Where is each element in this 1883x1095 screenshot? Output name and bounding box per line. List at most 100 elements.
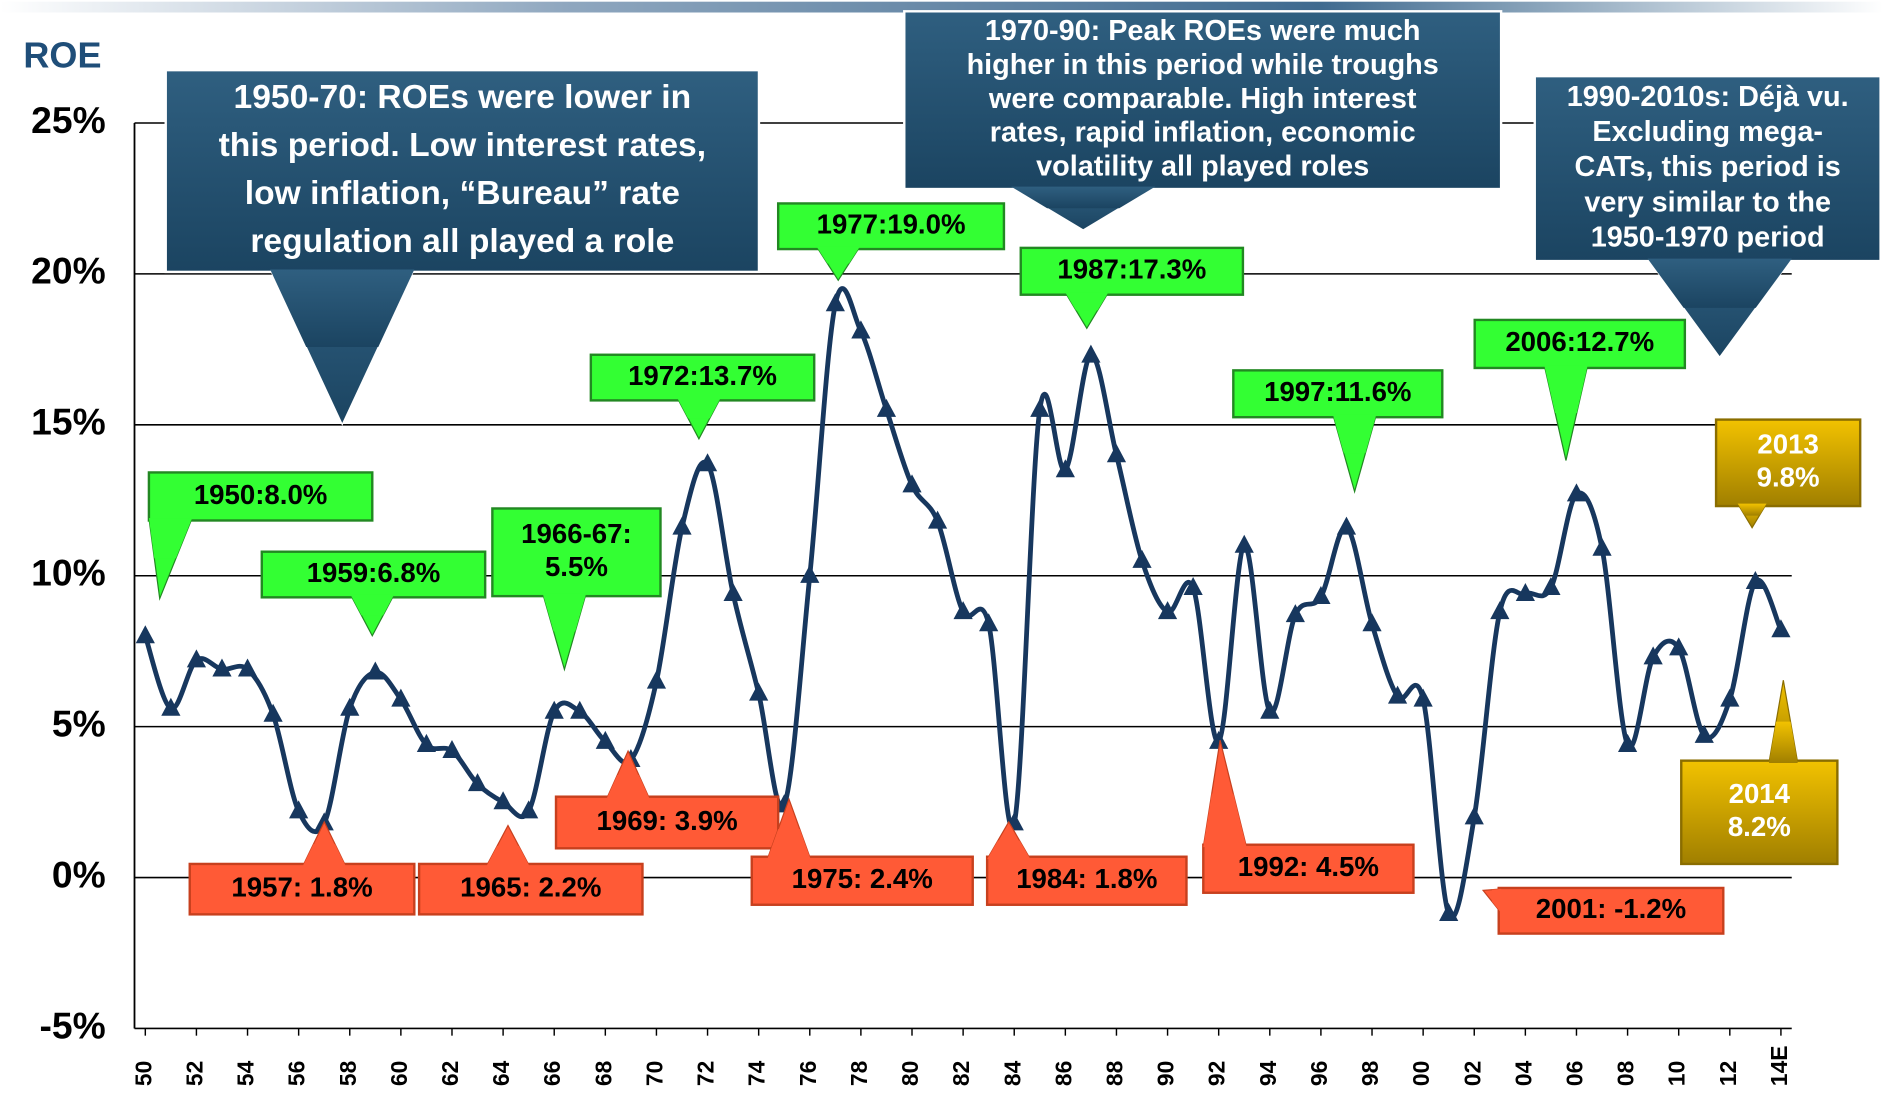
x-tick-label: 08 (1613, 1061, 1639, 1086)
data-point (1490, 601, 1510, 620)
note-text: rates, rapid inflation, economic (990, 117, 1416, 149)
trough-label-box (985, 855, 1188, 906)
data-point (1464, 806, 1484, 825)
data-point (1413, 688, 1433, 707)
peak-label-text: 1966-67: (521, 518, 632, 549)
data-point (902, 474, 922, 493)
x-tick-label: 76 (795, 1061, 821, 1086)
note-pointer-join (270, 269, 415, 347)
note-pointer-join (1647, 258, 1792, 308)
data-point (391, 688, 411, 707)
note-box (903, 10, 1503, 191)
peak-label-box (491, 507, 662, 598)
data-point (365, 661, 385, 680)
data-point (1541, 576, 1561, 595)
x-tick-label: 74 (744, 1060, 770, 1086)
peak-label-text: 5.5% (545, 551, 608, 582)
trough-label-pointer-join (1203, 793, 1247, 848)
x-tick-label: 86 (1050, 1061, 1076, 1086)
x-tick-label: 14E (1766, 1046, 1792, 1087)
data-point (697, 453, 718, 472)
peak-label: 1977:19.0% (776, 202, 1006, 282)
note: 1990-2010s: Déjà vu.Excluding mega-CATs,… (1533, 74, 1882, 359)
trough-label-box (750, 855, 974, 906)
x-tick-label: 58 (335, 1061, 361, 1086)
data-point (289, 800, 309, 819)
x-tick-label: 90 (1153, 1061, 1179, 1086)
data-point (825, 293, 845, 312)
note-text: very similar to the (1584, 186, 1831, 218)
estimate-label-text: 9.8% (1757, 462, 1820, 493)
data-point (851, 320, 871, 339)
x-tick-label: 68 (590, 1061, 616, 1086)
data-point (927, 510, 948, 529)
data-point (1336, 516, 1357, 535)
peak-label-box (589, 353, 816, 402)
data-point (570, 700, 590, 719)
trough-label-box (188, 862, 416, 916)
data-point (340, 697, 360, 716)
estimate-label-text: 2014 (1729, 778, 1791, 809)
data-point (1720, 688, 1740, 707)
data-point (1566, 483, 1587, 502)
data-point (493, 791, 513, 810)
data-point (1694, 724, 1714, 743)
data-point (646, 670, 667, 689)
x-tick-label: 52 (181, 1061, 207, 1086)
data-point (519, 800, 539, 819)
data-point (544, 700, 564, 719)
trough-label: 2001: -1.2% (1481, 886, 1725, 935)
x-tick-label: 88 (1101, 1061, 1127, 1086)
data-point (749, 682, 769, 701)
x-tick-label: 60 (386, 1061, 412, 1086)
data-point (1055, 459, 1075, 478)
x-tick-label: 04 (1510, 1060, 1536, 1086)
data-point (212, 658, 232, 677)
data-point (979, 613, 999, 632)
y-tick-label: -5% (39, 1004, 105, 1046)
trough-label-pointer-join (486, 845, 530, 867)
data-point (1234, 534, 1254, 553)
x-tick-label: 70 (641, 1061, 667, 1086)
data-point (1669, 637, 1689, 656)
data-point (1081, 344, 1101, 363)
trough-label: 1975: 2.4% (750, 797, 974, 906)
data-point (672, 516, 692, 535)
trough-label-text: 1984: 1.8% (1016, 863, 1157, 894)
trough-label-pointer-join (606, 775, 650, 800)
top-banner (0, 1, 1883, 13)
data-point (1745, 570, 1765, 589)
x-tick-label: 02 (1459, 1061, 1485, 1086)
y-tick-label: 10% (31, 552, 106, 594)
trough-label-text: 1965: 2.2% (460, 871, 601, 902)
data-point (237, 658, 258, 677)
x-tick-label: 64 (488, 1060, 514, 1086)
y-tick-label: 25% (31, 99, 106, 141)
data-point (1439, 902, 1459, 921)
x-tick-label: 66 (539, 1061, 565, 1086)
peak-label-pointer-join (816, 246, 860, 264)
peak-label: 1987:17.3% (1019, 246, 1245, 330)
note-text: this period. Low interest rates, (219, 127, 706, 164)
x-tick-label: 10 (1664, 1061, 1690, 1086)
data-point (135, 625, 155, 644)
x-tick-label: 94 (1255, 1060, 1281, 1086)
data-point (1260, 700, 1280, 719)
note-text: 1950-1970 period (1591, 222, 1825, 254)
estimate-label-text: 2013 (1757, 429, 1818, 460)
peak-label-pointer-join (1332, 414, 1377, 454)
x-tick-label: 98 (1357, 1061, 1383, 1086)
note: 1950-70: ROEs were lower in this period. … (164, 68, 761, 426)
estimate-label-pointer-join (1737, 503, 1767, 516)
trough-label-text: 1969: 3.9% (596, 805, 737, 836)
data-point (1592, 537, 1612, 556)
trough-label: 1965: 2.2% (417, 824, 644, 916)
data-point (876, 398, 897, 417)
peak-label: 1950:8.0% (147, 471, 374, 601)
x-tick-label: 92 (1204, 1061, 1230, 1086)
